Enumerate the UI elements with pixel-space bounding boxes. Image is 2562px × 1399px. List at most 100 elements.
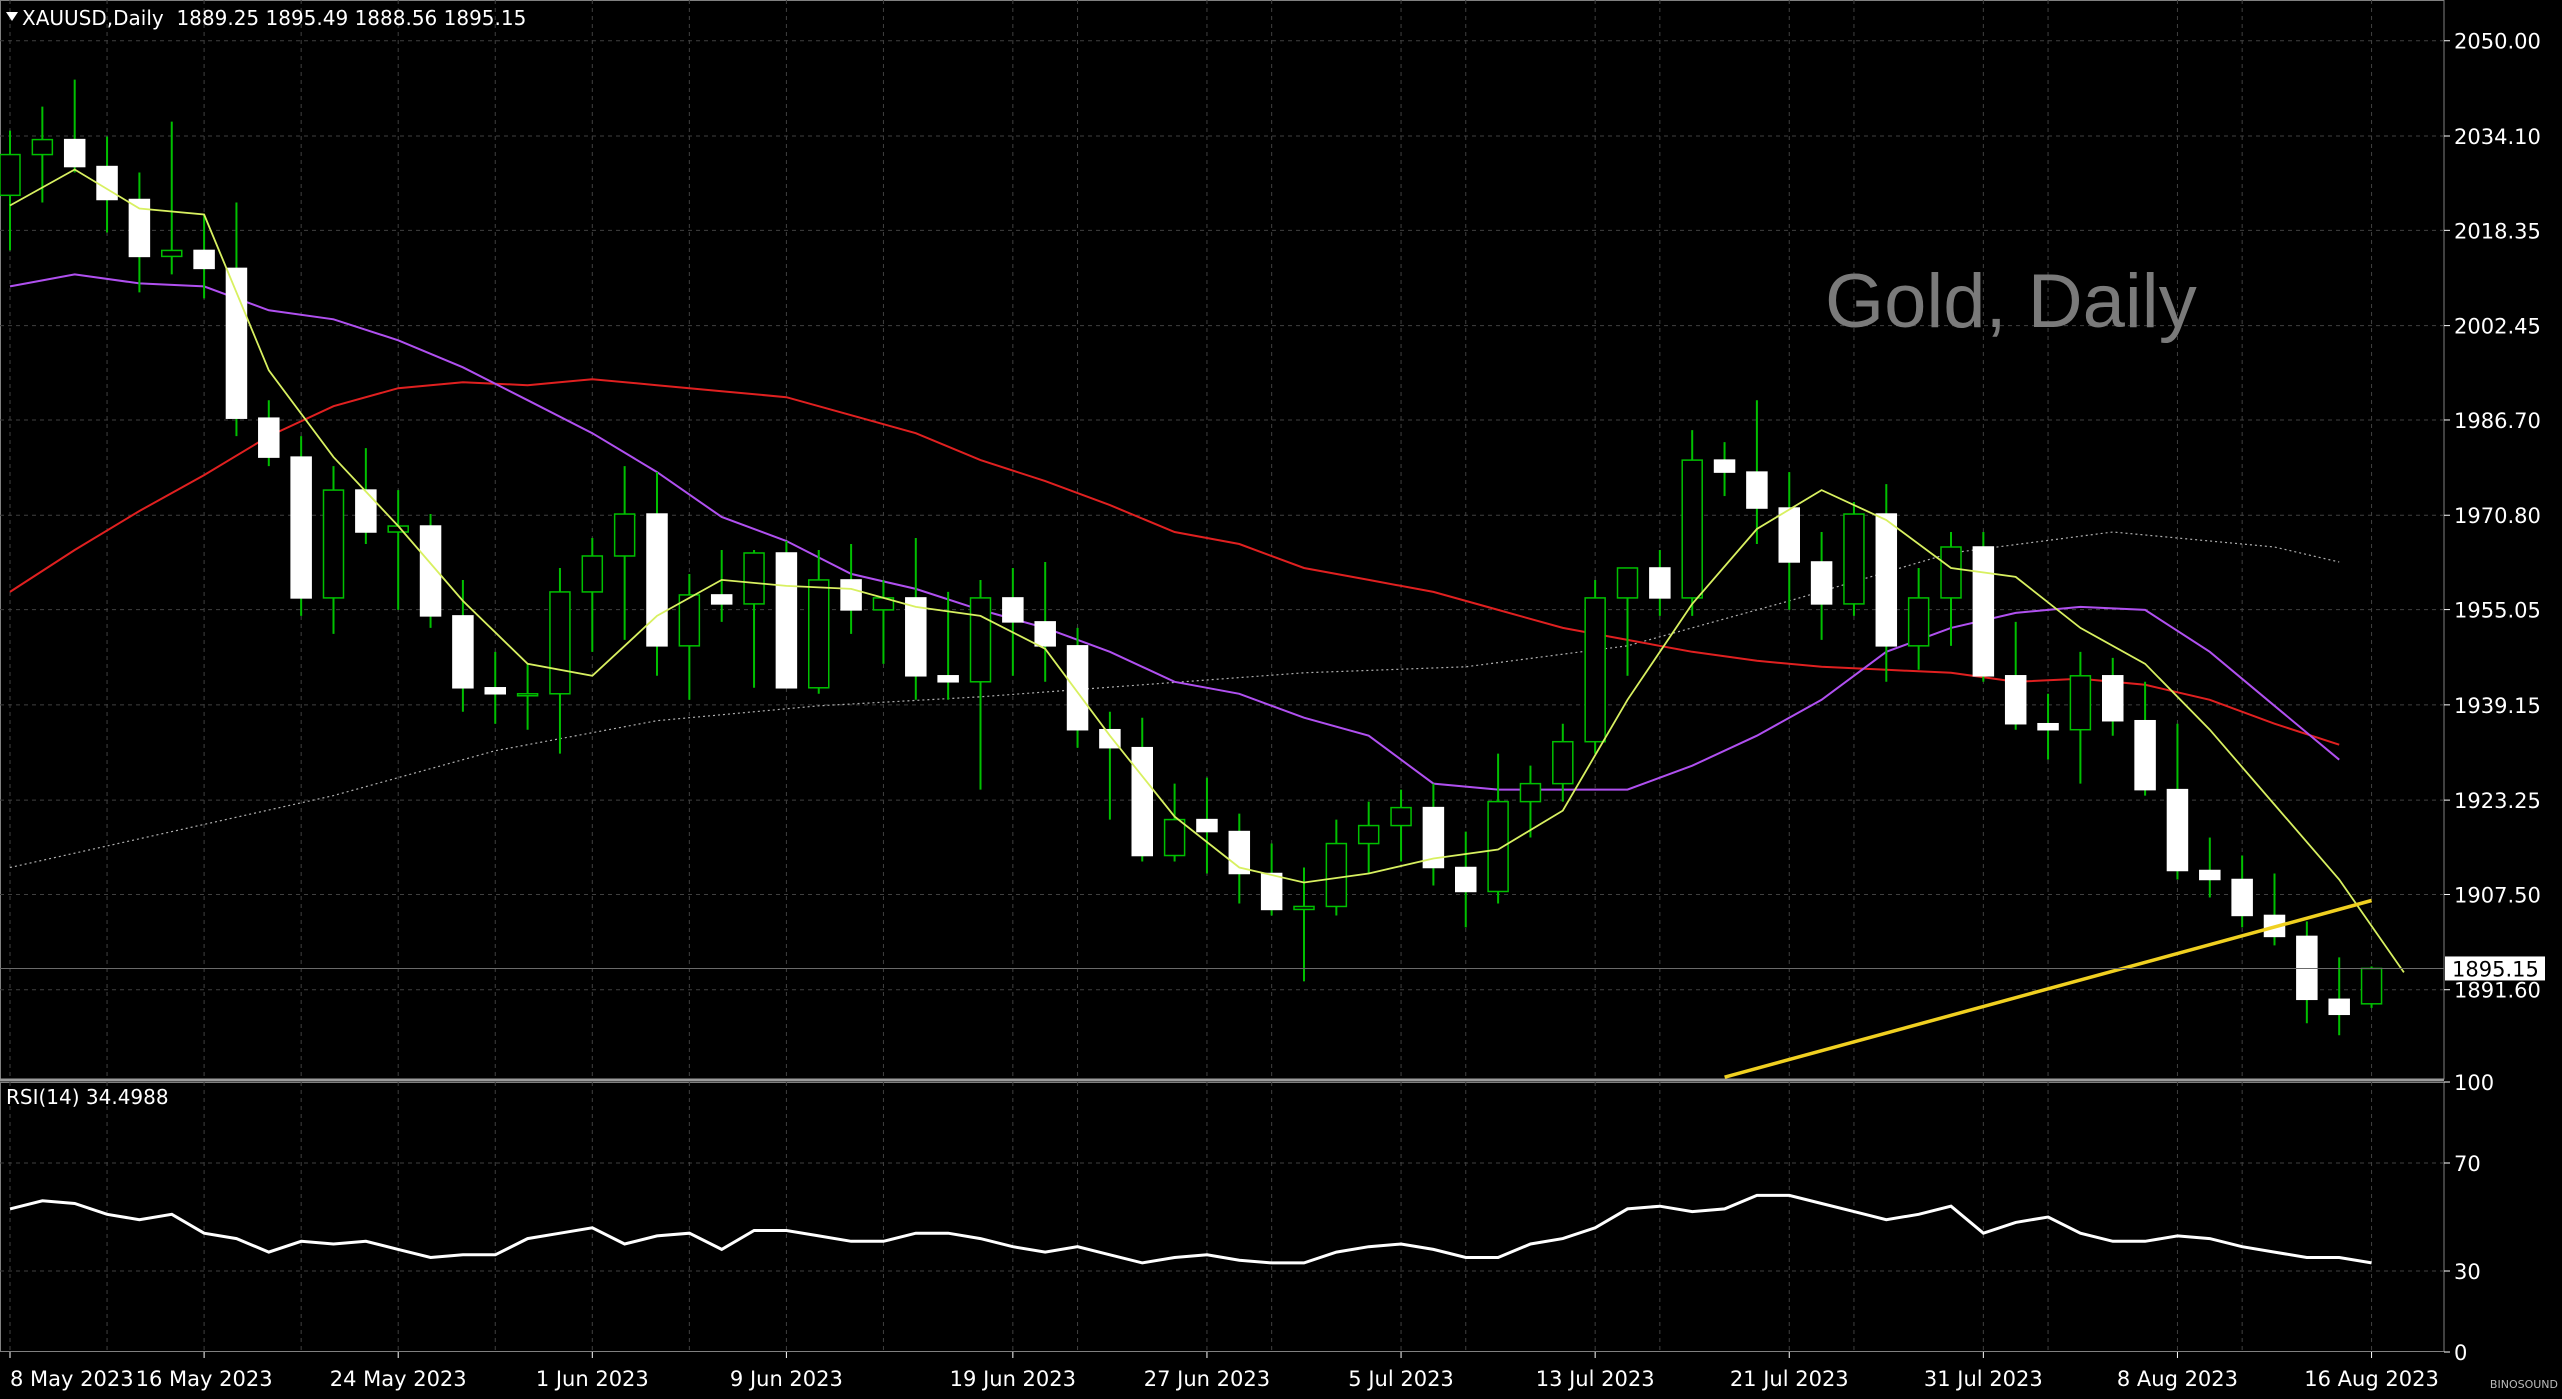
candle (775, 540, 798, 689)
candle-body (2004, 675, 2027, 725)
price-tick-label: 1907.50 (2454, 883, 2541, 907)
candle-body (2360, 967, 2383, 1005)
candle-body (1681, 459, 1703, 599)
candle-body (2231, 878, 2253, 917)
candle (1681, 430, 1703, 616)
candle-body (63, 138, 86, 168)
candle (387, 490, 409, 610)
candle-body (1260, 872, 1283, 911)
date-label: 31 Jul 2023 (1924, 1367, 2043, 1391)
candle (1487, 753, 1509, 904)
candle (193, 214, 215, 299)
candle-body (581, 555, 604, 593)
candle-body (31, 138, 54, 156)
candle-body (452, 615, 474, 689)
candle (678, 573, 701, 700)
candle-body (613, 513, 636, 557)
candle-body (1487, 800, 1509, 893)
date-label: 27 Jun 2023 (1144, 1367, 1270, 1391)
candle-body (1907, 597, 1930, 647)
candle-body (1422, 806, 1445, 869)
candle (1002, 567, 1024, 676)
candle-body (193, 249, 215, 270)
candle-body (2166, 788, 2189, 872)
rsi-tick-label: 70 (2454, 1152, 2481, 1176)
candle (63, 79, 86, 173)
candle (808, 549, 830, 694)
candle-body (419, 525, 442, 617)
candle (2166, 723, 2189, 880)
candle-body (2037, 722, 2059, 731)
price-tick-label: 1891.60 (2454, 979, 2541, 1003)
price-tick-label: 1986.70 (2454, 409, 2541, 433)
candle-body (322, 489, 345, 599)
candle-body (1357, 824, 1380, 845)
date-label: 19 Jun 2023 (950, 1367, 1076, 1391)
candle-body (516, 693, 539, 697)
candle-body (1875, 513, 1898, 647)
candle (1810, 532, 1833, 640)
ma-fast-line (9, 168, 2405, 973)
menu-triangle-icon[interactable] (6, 12, 18, 21)
watermark: Gold, Daily (1825, 259, 2197, 344)
ohlc-label: 1889.25 1895.49 1888.56 1895.15 (176, 6, 527, 30)
candle (2263, 873, 2286, 946)
rsi-tick-label: 0 (2454, 1341, 2467, 1365)
candle-body (1940, 546, 1962, 599)
candle (1131, 717, 1153, 862)
candle-body (2069, 675, 2092, 731)
chart-header: XAUUSD,Daily 1889.25 1895.49 1888.56 189… (6, 6, 526, 30)
candle (613, 466, 636, 640)
candle (1616, 567, 1639, 676)
candle (1228, 813, 1251, 904)
candle (516, 663, 539, 730)
price-tick-label: 1923.25 (2454, 789, 2541, 813)
candle-body (161, 249, 183, 258)
candle (2199, 837, 2221, 898)
candle (1519, 765, 1542, 838)
candle-body (1584, 597, 1606, 743)
date-label: 16 May 2023 (136, 1367, 273, 1391)
candle-body (1293, 905, 1315, 911)
candle-body (969, 597, 992, 683)
candle-body (2102, 675, 2124, 722)
last-price-box (2445, 956, 2545, 981)
candle-body (808, 579, 830, 689)
candle-body (484, 687, 506, 695)
date-label: 8 May 2023 (10, 1367, 134, 1391)
candle-body (710, 594, 733, 605)
date-label: 16 Aug 2023 (2304, 1367, 2439, 1391)
candle (355, 448, 377, 544)
candle (1293, 867, 1315, 982)
candle (2004, 621, 2027, 730)
candle-body (2134, 719, 2156, 791)
candle-body (1810, 561, 1833, 605)
rsi-pane-border (0, 1082, 2445, 1352)
candle (1163, 783, 1186, 862)
candle (225, 202, 248, 437)
date-label: 24 May 2023 (330, 1367, 467, 1391)
candle (290, 436, 312, 616)
candle-body (1616, 567, 1639, 599)
candle (1552, 723, 1574, 802)
logo: BINOSOUND (2489, 1378, 2558, 1391)
candle (322, 466, 345, 634)
date-label: 13 Jul 2023 (1536, 1367, 1655, 1391)
trendline (1724, 898, 2373, 1079)
candle (2069, 651, 2092, 784)
candle-body (678, 594, 701, 647)
candle-body (2296, 935, 2318, 1001)
date-label: 9 Jun 2023 (730, 1367, 843, 1391)
candle-body (937, 675, 959, 683)
candle-body (290, 456, 312, 599)
ma-long-line (9, 531, 2340, 869)
candle (2296, 921, 2318, 1024)
candle (161, 121, 183, 275)
candle (549, 567, 571, 754)
candle-body (1746, 471, 1768, 509)
candle (1907, 567, 1930, 670)
candle-body (1196, 818, 1218, 833)
candle (1357, 801, 1380, 874)
candle-body (1066, 645, 1089, 731)
symbol-label: XAUUSD,Daily (22, 6, 164, 30)
